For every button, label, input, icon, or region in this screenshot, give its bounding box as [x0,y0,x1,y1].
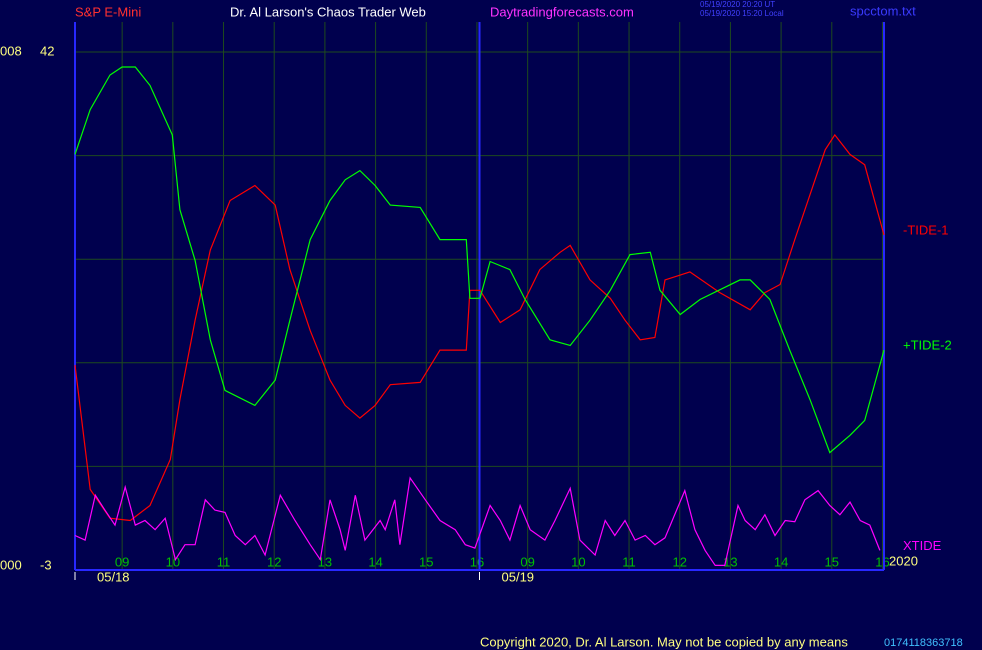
x-tick-label: 09 [520,554,534,569]
series-line [74,476,881,566]
labels: S&P E-Mini Dr. Al Larson's Chaos Trader … [0,0,963,649]
x-tick-label: 14 [774,554,788,569]
day-label: 05/19 [502,569,535,584]
site-url: Daytradingforecasts.com [490,4,634,19]
plot: -TIDE-1 +TIDE-2 XTIDE [74,66,952,566]
instrument: S&P E-Mini [75,4,141,19]
x-tick-label: 13 [318,554,332,569]
x-tick-label: 12 [672,554,686,569]
y-tick-label: 42 [40,43,54,58]
legend-label: XTIDE [903,538,942,553]
timestamp: 05/19/2020 20:20 UT [700,0,775,9]
x-tick-label: 10 [571,554,585,569]
series-line [74,133,885,522]
x-tick-label: 16 [470,554,484,569]
left-label: 000 [0,557,22,572]
copyright: Copyright 2020, Dr. Al Larson. May not b… [480,634,848,649]
x-tick-label: 11 [217,554,231,569]
year-label: 2020 [889,553,918,568]
x-tick-label: 15 [825,554,839,569]
x-tick-label: 16 [875,554,889,569]
y-tick-label: -3 [40,557,52,572]
day-label: 05/18 [97,569,130,584]
timestamp: 05/19/2020 15:20 Local [700,9,784,18]
left-label: 008 [0,43,22,58]
x-tick-label: 14 [368,554,382,569]
legend-label: +TIDE-2 [903,338,952,353]
code: 0174118363718 [884,637,963,649]
x-tick-label: 09 [115,554,129,569]
x-tick-label: 12 [267,554,281,569]
legend-label: -TIDE-1 [903,222,949,237]
grid: 09 10 11 12 13 14 15 16 09 10 11 12 13 14 15 16-34205/1… [40,22,890,584]
x-tick-label: 11 [622,554,636,569]
series-line [74,66,885,454]
x-tick-label: 15 [419,554,433,569]
file-name: spcctom.txt [850,3,916,18]
site-title: Dr. Al Larson's Chaos Trader Web [230,4,426,19]
